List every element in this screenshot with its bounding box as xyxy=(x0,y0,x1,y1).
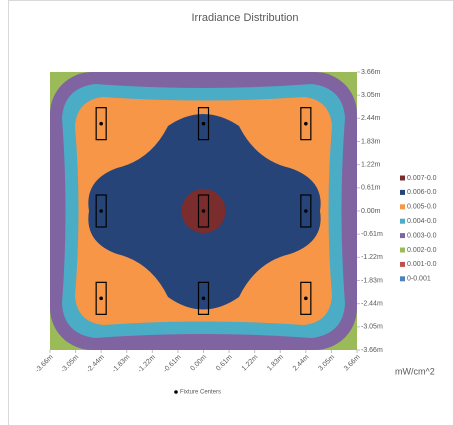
legend-swatch xyxy=(400,247,405,253)
fixture-box xyxy=(197,107,210,141)
x-tick-label: 1.83m xyxy=(266,354,285,373)
y-tick-label: 1.22m xyxy=(361,162,381,169)
fixture-point xyxy=(304,296,308,301)
fixture-box xyxy=(95,107,107,141)
y-tick-label: 1.83m xyxy=(361,138,381,145)
fixture-box xyxy=(95,194,107,228)
chart-title: Irradiance Distribution xyxy=(192,12,299,24)
fixture-point xyxy=(304,209,308,213)
legend-swatch xyxy=(400,189,405,195)
unit-label: mW/cm^2 xyxy=(395,366,435,376)
y-tick-label: 0.00m xyxy=(361,208,381,215)
x-tick-label: -2.44m xyxy=(86,354,106,374)
y-tick-label: -0.61m xyxy=(361,231,383,238)
legend-label: 0.006-0.0 xyxy=(407,189,437,196)
legend-swatch xyxy=(400,261,405,267)
y-tick-label: -3.66m xyxy=(361,347,383,354)
x-tick-label: 0.61m xyxy=(215,354,234,373)
y-tick-label: -2.44m xyxy=(361,301,383,308)
legend-label: 0-0.001 xyxy=(407,276,431,283)
legend-swatch xyxy=(400,204,405,210)
x-tick-label: 0.00m xyxy=(190,354,209,373)
x-tick-label: -0.61m xyxy=(162,354,182,374)
legend-swatch xyxy=(400,276,405,282)
x-tick-label: -3.05m xyxy=(60,354,80,374)
x-tick-label: -3.66m xyxy=(34,354,54,374)
fixture-box xyxy=(197,194,210,228)
fixture-point xyxy=(304,121,308,126)
legend-swatch xyxy=(400,218,405,224)
legend-swatch xyxy=(400,175,405,181)
x-tick-label: 3.05m xyxy=(317,354,336,373)
fixture-box xyxy=(300,194,312,228)
x-tick-label: 3.66m xyxy=(343,354,362,373)
legend-label: 0.005-0.0 xyxy=(407,204,437,211)
fixture-box xyxy=(197,281,210,315)
legend-label: 0.003-0.0 xyxy=(407,232,437,239)
x-tick-label: 1.22m xyxy=(241,354,260,373)
y-tick-label: 2.44m xyxy=(361,115,381,122)
fixture-point xyxy=(99,121,103,126)
points-legend-label: Fixture Centers xyxy=(180,390,221,396)
fixture-box xyxy=(300,281,312,315)
legend-label: 0.001-0.0 xyxy=(407,261,437,268)
legend-label: 0.007-0.0 xyxy=(407,175,437,182)
y-tick-label: -3.05m xyxy=(361,324,383,331)
y-tick-label: -1.22m xyxy=(361,254,383,261)
x-tick-label: -1.22m xyxy=(137,354,157,374)
fixture-point xyxy=(201,121,206,126)
legend-swatch xyxy=(400,233,405,239)
legend-label: 0.004-0.0 xyxy=(407,218,437,225)
legend-label: 0.002-0.0 xyxy=(407,247,437,254)
x-tick-label: -1.83m xyxy=(111,354,131,374)
points-legend-marker xyxy=(174,390,178,394)
fixture-point xyxy=(201,296,206,301)
fixture-point xyxy=(99,296,103,301)
y-tick-label: 3.66m xyxy=(361,69,381,76)
y-tick-label: 0.61m xyxy=(361,185,381,192)
fixture-point xyxy=(201,209,206,213)
fixture-box xyxy=(300,107,312,141)
fixture-box xyxy=(95,281,107,315)
y-tick-label: -1.83m xyxy=(361,277,383,284)
y-tick-label: 3.05m xyxy=(361,92,381,99)
fixture-point xyxy=(99,209,103,213)
x-tick-label: 2.44m xyxy=(292,354,311,373)
